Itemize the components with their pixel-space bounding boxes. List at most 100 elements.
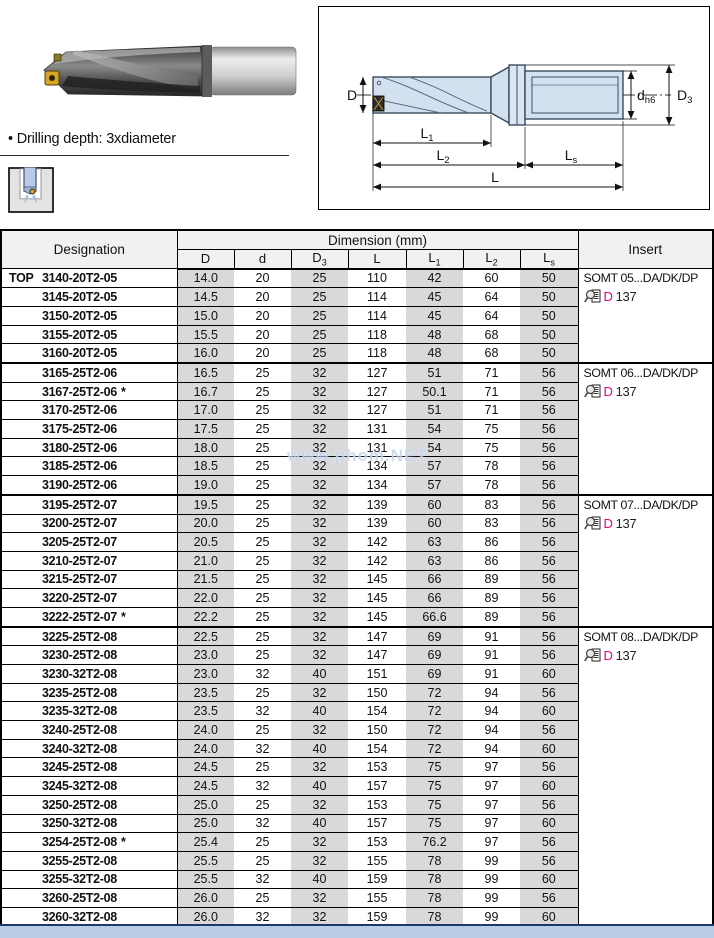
value-cell: 32 <box>291 381 348 401</box>
value-cell: 69 <box>406 625 463 646</box>
value-cell: 32 <box>291 720 348 740</box>
value-cell: 78 <box>406 869 463 889</box>
value-cell: 145 <box>348 606 406 627</box>
value-cell: 94 <box>463 682 520 702</box>
top-label: TOP <box>9 271 34 286</box>
value-cell: 134 <box>348 456 406 476</box>
table-row: 3235-32T2-08 23.5 32 40 154 72 94 60 <box>1 701 713 721</box>
designation-cell: 3170-25T2-06 <box>1 400 178 420</box>
label-L2: L2 <box>436 147 449 166</box>
value-cell: 51 <box>406 400 463 420</box>
value-cell: 147 <box>348 645 406 665</box>
drilling-depth-note: • Drilling depth: 3xdiameter <box>8 131 176 147</box>
value-cell: 22.2 <box>177 606 234 627</box>
value-cell: 60 <box>520 776 579 796</box>
value-cell: 40 <box>291 701 348 721</box>
value-cell: 45 <box>406 305 463 326</box>
value-cell: 54 <box>406 437 463 457</box>
designation-cell: 3175-25T2-06 <box>1 419 178 439</box>
magnifier-page-icon <box>583 516 601 530</box>
diagram-flute-body <box>372 76 492 114</box>
value-cell: 56 <box>520 794 579 815</box>
value-cell: 32 <box>291 888 348 908</box>
value-cell: 25 <box>234 682 291 702</box>
page-reference-link[interactable]: D 137 <box>583 516 711 531</box>
table-row: 3255-25T2-08 25.5 25 32 155 78 99 56 <box>1 850 713 871</box>
value-cell: 25 <box>234 794 291 815</box>
value-cell: 147 <box>348 625 406 646</box>
value-cell: 159 <box>348 869 406 889</box>
value-cell: 25 <box>234 362 291 383</box>
designation-cell: 3235-25T2-08 <box>1 682 178 702</box>
designation-cell: 3245-25T2-08 <box>1 757 178 777</box>
asterisk-marker: * <box>120 384 126 399</box>
value-cell: 50.1 <box>406 381 463 401</box>
table-row: 3165-25T2-06 16.5 25 32 127 51 71 56 SOMT 06...D… <box>1 362 714 495</box>
value-cell: 127 <box>348 381 406 401</box>
value-cell: 25 <box>234 625 291 646</box>
value-cell: 66 <box>406 588 463 608</box>
value-cell: 25 <box>234 888 291 908</box>
label-D: D <box>347 87 357 103</box>
value-cell: 25 <box>234 757 291 777</box>
label-D3: D3 <box>677 87 692 106</box>
value-cell: 32 <box>291 437 348 457</box>
table-row: 3155-20T2-05 15.5 20 25 118 48 68 50 <box>1 324 713 344</box>
drilling-application-icon <box>8 166 54 213</box>
value-cell: 91 <box>463 664 520 684</box>
value-cell: 159 <box>348 906 406 927</box>
value-cell: 20.0 <box>177 513 234 533</box>
value-cell: 32 <box>291 362 348 383</box>
value-cell: 32 <box>291 569 348 589</box>
designation-cell: 3255-32T2-08 <box>1 869 178 889</box>
value-cell: 97 <box>463 794 520 815</box>
designation-cell: 3200-25T2-07 <box>1 513 178 533</box>
value-cell: 50 <box>520 305 579 326</box>
value-cell: 114 <box>348 305 406 326</box>
page-reference-link[interactable]: D 137 <box>583 289 711 304</box>
value-cell: 32 <box>234 813 291 833</box>
value-cell: 97 <box>463 776 520 796</box>
value-cell: 75 <box>406 813 463 833</box>
table-row: 3245-25T2-08 24.5 25 32 153 75 97 56 <box>1 757 713 777</box>
value-cell: 32 <box>291 400 348 420</box>
value-cell: 25 <box>291 287 348 307</box>
value-cell: 127 <box>348 400 406 420</box>
value-cell: 64 <box>463 287 520 307</box>
label-L1: L1 <box>420 125 433 144</box>
value-cell: 56 <box>520 456 579 476</box>
value-cell: 83 <box>463 493 520 515</box>
table-row: 3260-32T2-08 26.0 32 32 159 78 99 60 <box>1 906 713 927</box>
col-header-dimension: Dimension (mm) <box>176 229 579 250</box>
value-cell: 32 <box>291 475 348 495</box>
table-row: 3220-25T2-07 22.0 25 32 145 66 89 56 <box>1 588 713 608</box>
value-cell: 56 <box>520 493 579 515</box>
value-cell: 20 <box>234 324 291 344</box>
value-cell: 40 <box>291 738 348 758</box>
value-cell: 131 <box>348 419 406 439</box>
value-cell: 56 <box>520 645 579 665</box>
value-cell: 24.5 <box>177 776 234 796</box>
value-cell: 32 <box>291 906 348 927</box>
value-cell: 20 <box>234 343 291 364</box>
page-reference-link[interactable]: D 137 <box>583 384 711 399</box>
value-cell: 72 <box>406 701 463 721</box>
value-cell: 25 <box>234 532 291 552</box>
value-cell: 153 <box>348 832 406 852</box>
designation-cell: 3150-20T2-05 <box>1 305 178 326</box>
table-row: 3167-25T2-06 * 16.7 25 32 127 50.1 71 56 <box>1 381 713 401</box>
col-header-l: L <box>347 248 407 270</box>
page-reference-link[interactable]: D 137 <box>583 648 711 663</box>
designation-cell: 3255-25T2-08 <box>1 850 178 871</box>
value-cell: 21.5 <box>177 569 234 589</box>
value-cell: 72 <box>406 682 463 702</box>
value-cell: 32 <box>291 625 348 646</box>
value-cell: 71 <box>463 362 520 383</box>
designation-cell: 3205-25T2-07 <box>1 532 178 552</box>
col-header-d: d <box>233 248 292 270</box>
designation-cell: TOP 3140-20T2-05 <box>1 268 178 288</box>
value-cell: 56 <box>520 419 579 439</box>
value-cell: 68 <box>463 343 520 364</box>
value-cell: 26.0 <box>177 906 234 927</box>
